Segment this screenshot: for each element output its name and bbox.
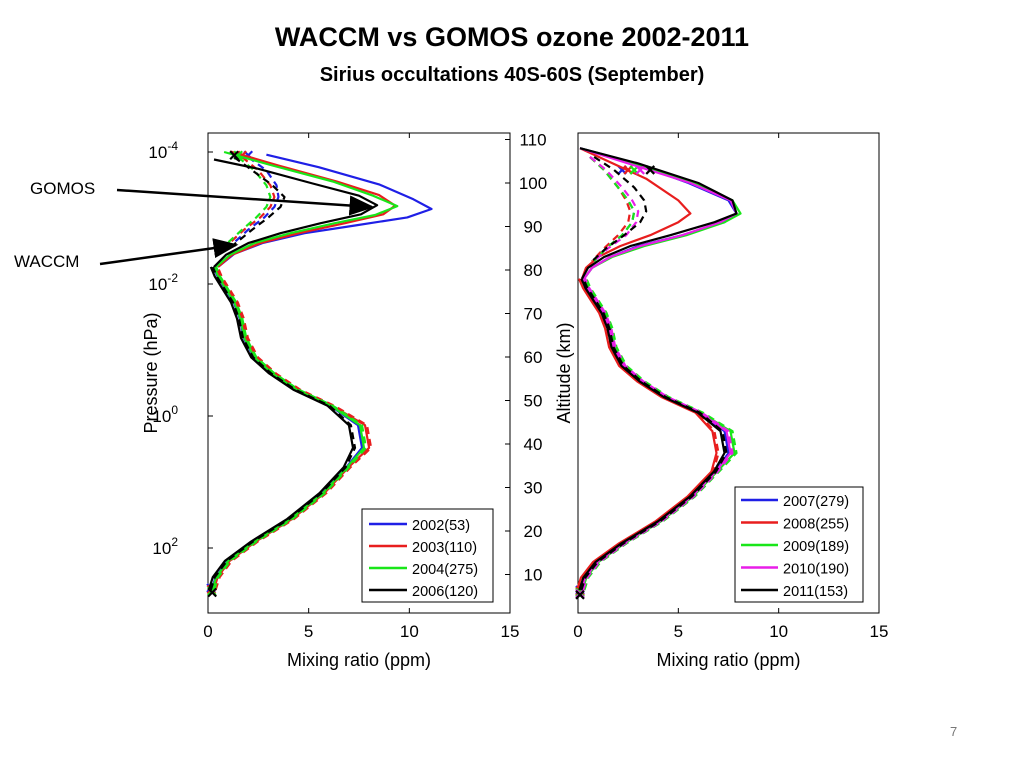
right-series-2009-189 [575, 147, 742, 598]
left-y-axis-label: Pressure (hPa) [141, 312, 161, 433]
altitude-tick-label: 50 [524, 392, 543, 411]
left-series-2002-53-waccm-line [231, 156, 280, 246]
left-series-2004-275-lower-profile-waccm [213, 266, 368, 591]
right-x-tick-label: 0 [573, 622, 582, 641]
left-series-2006-120-bottom-marker [207, 587, 218, 598]
right-series-2010-190 [575, 147, 738, 599]
altitude-tick-label: 100 [519, 174, 547, 193]
left-x-tick-label: 15 [501, 622, 520, 641]
altitude-tick-label: 90 [524, 218, 543, 237]
right-plot-frame [577, 132, 880, 614]
right-series-2011-153-gomos-line [579, 147, 738, 280]
right-x-axis-label: Mixing ratio (ppm) [656, 650, 800, 670]
left-series-2002-53-gomos-line [217, 153, 433, 268]
left-legend-label-2004-275: 2004(275) [412, 562, 478, 578]
left-series-2006-120-lower-profile-waccm [209, 266, 357, 591]
right-legend-label-2011-153: 2011(153) [783, 584, 848, 600]
left-legend: 2002(53) 2003(110) 2004(275) 2006(120) [361, 508, 494, 603]
right-legend-label-2007-279: 2007(279) [783, 494, 849, 510]
right-legend-label-2009-189: 2009(189) [783, 539, 849, 555]
right-x-tick-label: 10 [769, 622, 788, 641]
right-series-2010-190-top-marker-stroke-b [635, 165, 645, 175]
altitude-tick-label: 60 [524, 348, 543, 367]
altitude-tick-label: 80 [524, 261, 543, 280]
right-x-tick-label: 15 [870, 622, 889, 641]
left-series-2006-120-lower-profile [207, 266, 355, 591]
altitude-tick-label: 110 [519, 131, 546, 150]
right-series-2011-153-bottom-marker [575, 590, 585, 600]
gomos-annotation-label: GOMOS [30, 179, 95, 198]
right-series-2011-153-waccm-line [591, 155, 648, 263]
left-x-tick-label: 5 [304, 622, 313, 641]
left-series-2006-120-top-marker [229, 150, 239, 161]
right-series-2011-153-top-marker [645, 165, 656, 175]
altitude-tick-label: 30 [524, 479, 543, 498]
waccm-annotation-label: WACCM [14, 252, 79, 271]
page-subtitle: Sirius occultations 40S-60S (September) [319, 64, 705, 86]
left-series-2006-120-waccm-line [233, 156, 286, 246]
gomos-arrow [116, 188, 375, 216]
waccm-arrow [99, 238, 239, 266]
right-legend-label-2010-190: 2010(190) [783, 562, 849, 578]
left-plot-frame [207, 132, 511, 614]
left-y-tick-label: 10-4 [148, 139, 178, 162]
left-legend-label-2003-110: 2003(110) [412, 540, 477, 556]
left-series-2004-275-gomos-line [215, 150, 399, 268]
right-series-2011-153-top-marker-stroke-b [645, 165, 656, 175]
left-y-tick-label: 102 [152, 535, 178, 558]
left-series-2006-120 [207, 150, 379, 598]
altitude-tick-label: 40 [524, 435, 543, 454]
left-series-2006-120-bottom-marker-stroke-b [207, 587, 218, 598]
right-series-2011-153 [575, 147, 738, 600]
left-series-2003-110-waccm-line [227, 156, 276, 246]
right-y-axis-label: Altitude (km) [554, 322, 574, 423]
left-series-2003-110-lower-profile-waccm [214, 266, 373, 591]
left-legend-label-2006-120: 2006(120) [412, 584, 478, 600]
left-x-axis-label: Mixing ratio (ppm) [287, 650, 431, 670]
left-series-2002-53-lower-profile [210, 266, 364, 591]
altitude-tick-label: 20 [524, 522, 543, 541]
left-legend-label-2002-53: 2002(53) [412, 518, 470, 534]
right-legend-label-2008-255: 2008(255) [783, 517, 849, 533]
right-series-2008-255-lower-profile [575, 278, 718, 591]
left-series-2006-120-top-marker-stroke-b [229, 150, 239, 161]
right-x-tick-label: 5 [674, 622, 683, 641]
right-series-2011-153-bottom-marker-stroke-b [575, 590, 585, 600]
page-number: 7 [950, 724, 958, 739]
right-series-2007-279-waccm-line [589, 156, 636, 263]
right-series-2011-153-lower-profile-waccm [580, 278, 728, 591]
right-series-2010-190-waccm-line [589, 156, 640, 263]
right-series-2010-190-gomos-line [579, 147, 738, 280]
annotation-layer: GOMOS WACCM [14, 179, 375, 271]
right-series-2010-190-top-marker [635, 165, 645, 175]
altitude-tick-label: 10 [524, 566, 543, 585]
left-x-tick-label: 10 [400, 622, 419, 641]
right-legend: 2007(279) 2008(255) 2009(189) 2010(190) 2011… [734, 486, 864, 603]
right-panel: 0 5 10 15 Mixing ratio (ppm) 10 20 30 40 50 60 70 80… [505, 131, 889, 670]
page-title: WACCM vs GOMOS ozone 2002-2011 [274, 22, 750, 52]
right-series-2008-255-lower-profile-waccm [577, 278, 720, 591]
left-y-tick-label: 10-2 [148, 271, 178, 294]
right-series-2009-189-waccm-line [589, 156, 636, 263]
right-series-2011-153-lower-profile [578, 278, 726, 591]
left-series-2003-110-gomos-line [217, 150, 397, 268]
left-x-tick-label: 0 [203, 622, 212, 641]
altitude-tick-label: 70 [524, 305, 543, 324]
right-series-2007-279 [575, 147, 738, 595]
